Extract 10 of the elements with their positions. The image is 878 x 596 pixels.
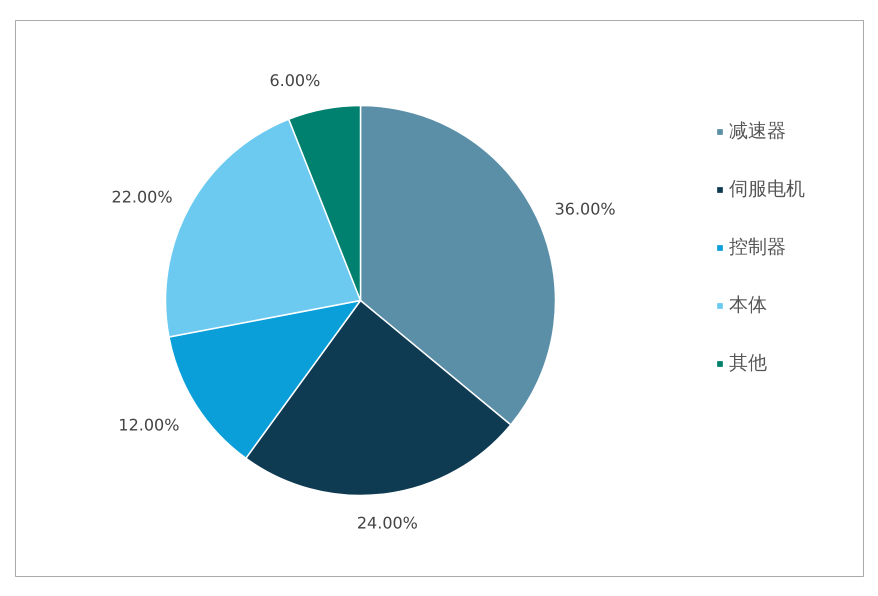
legend-label: 其他 — [729, 351, 767, 376]
data-label: 22.00% — [112, 188, 173, 207]
data-label: 6.00% — [269, 70, 320, 90]
legend-label: 伺服电机 — [729, 177, 805, 202]
legend-label: 本体 — [729, 293, 767, 318]
legend-label: 减速器 — [729, 119, 786, 144]
data-label: 36.00% — [554, 200, 616, 219]
legend-label: 控制器 — [729, 235, 786, 260]
data-label: 12.00% — [118, 415, 180, 434]
data-label: 24.00% — [356, 513, 418, 532]
